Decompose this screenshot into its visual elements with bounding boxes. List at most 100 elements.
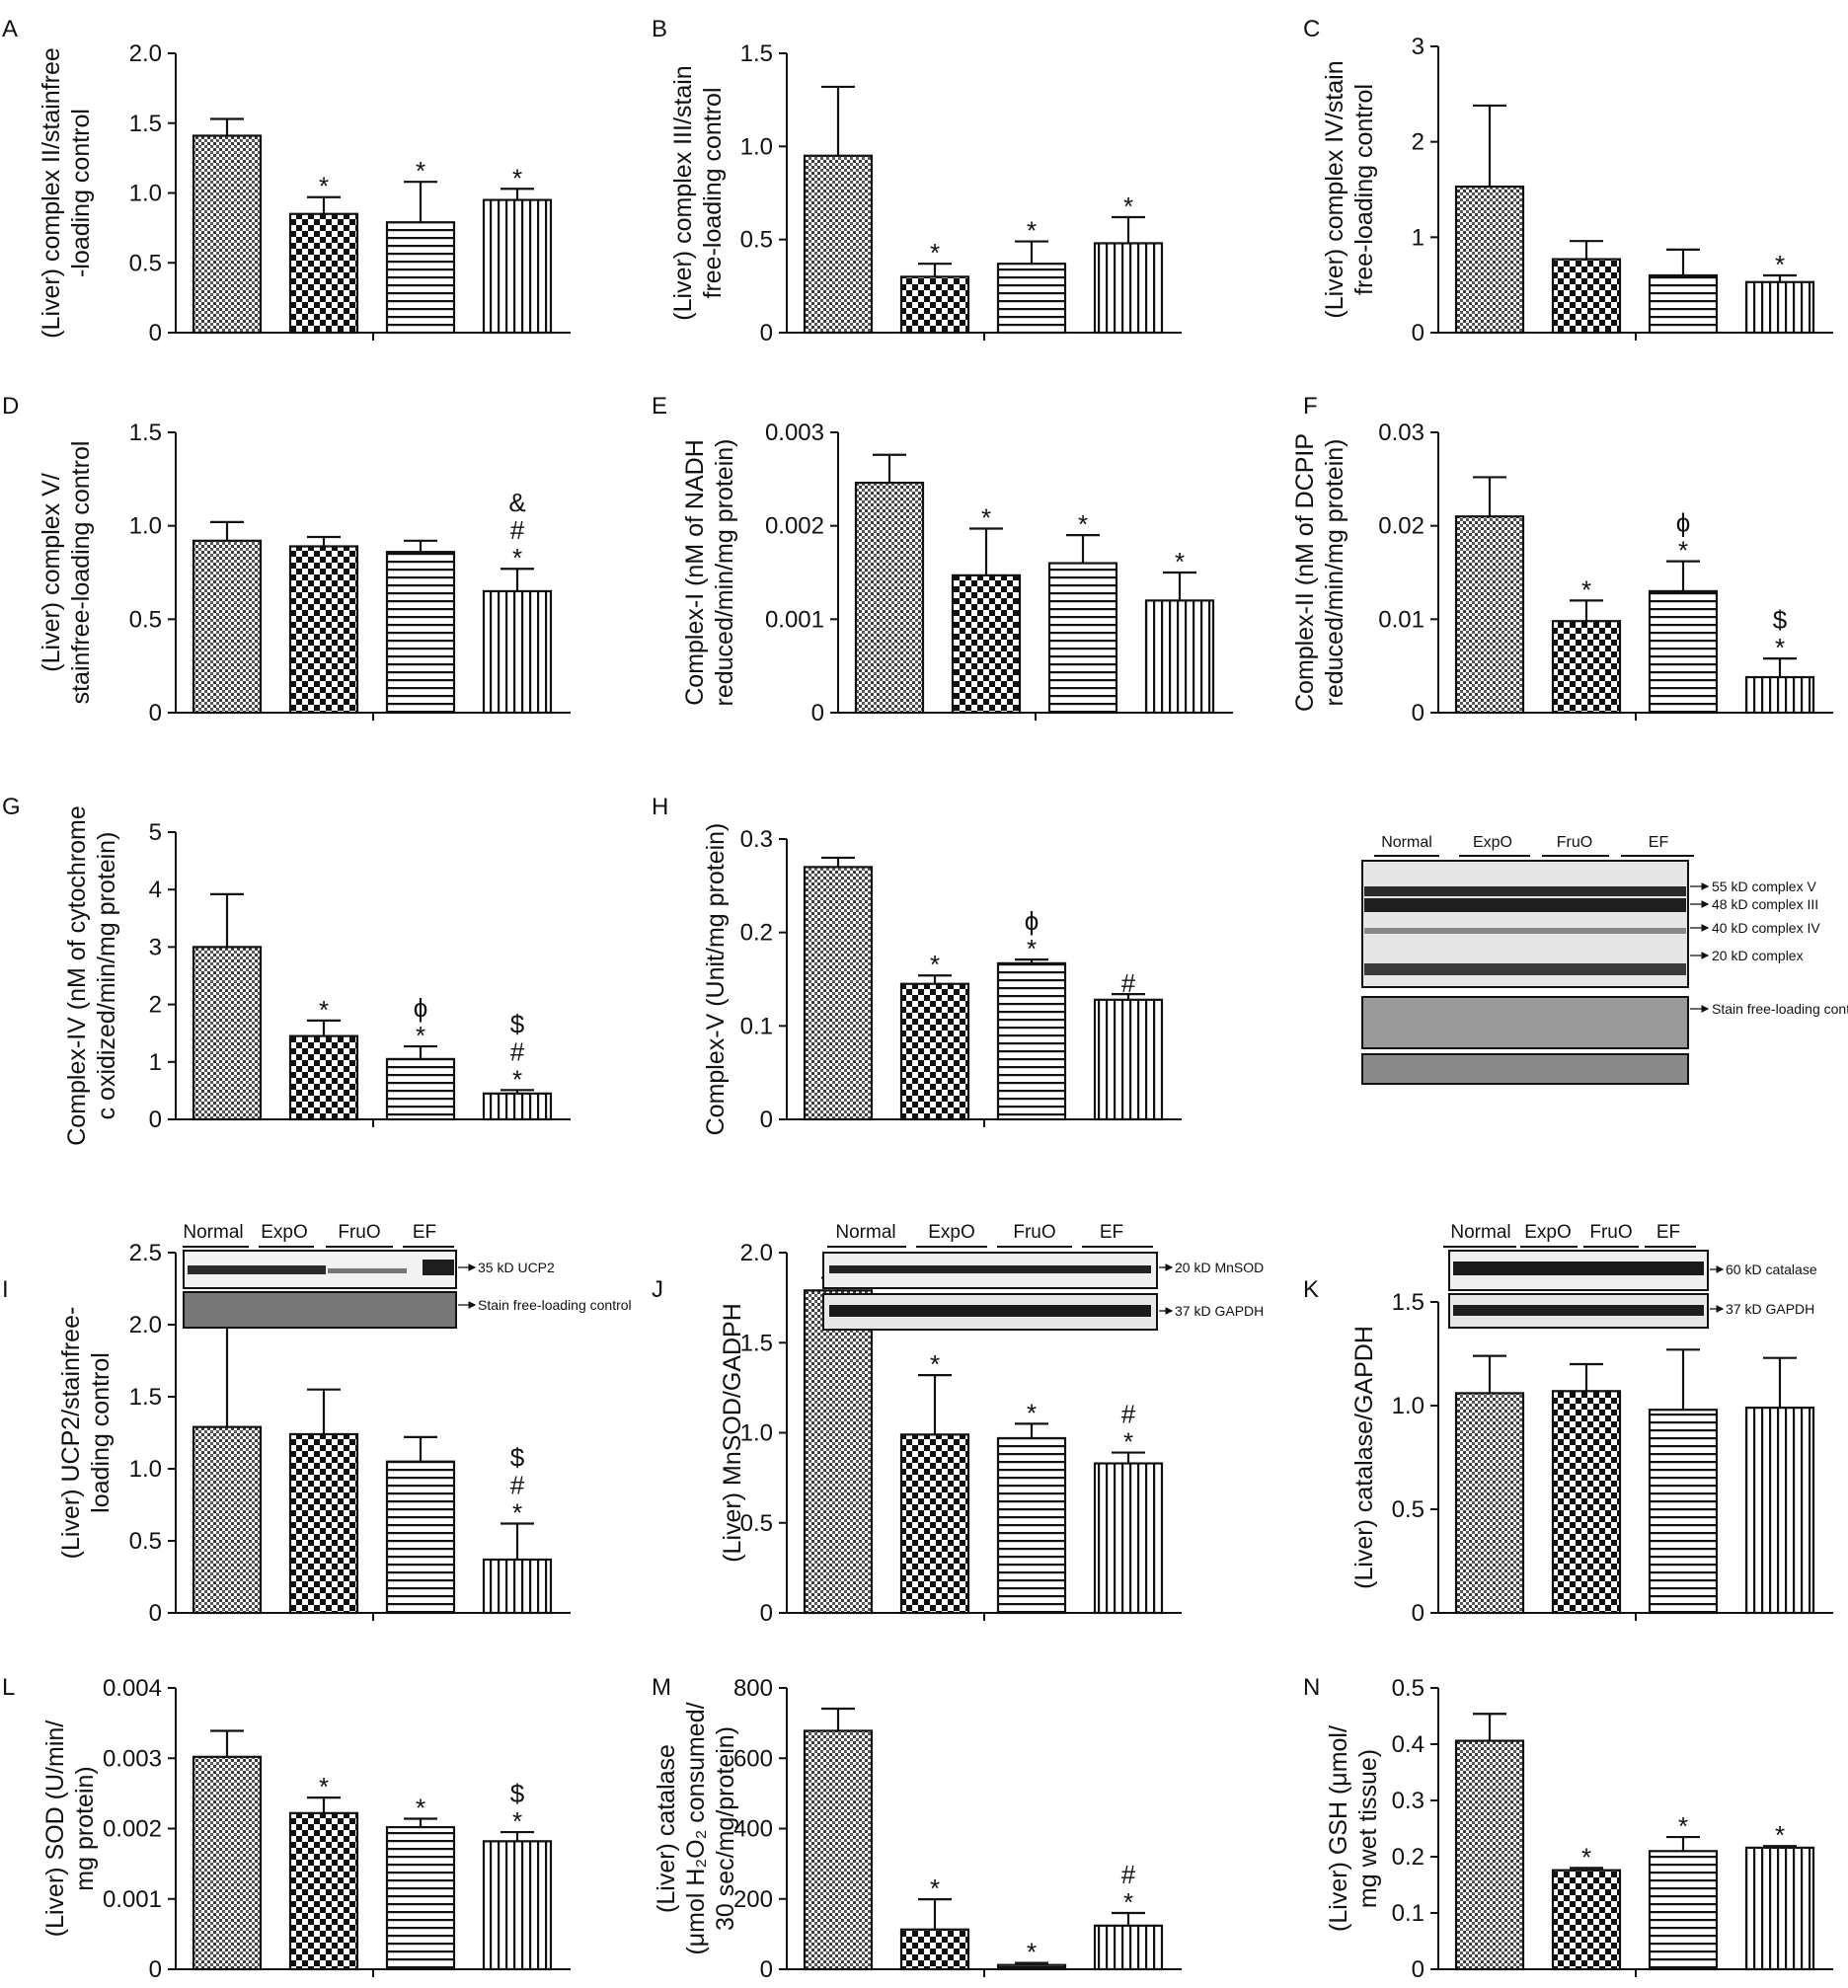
y-tick-label-0-2: 0.2 xyxy=(1392,1844,1424,1871)
blot-k-lane-normal: Normal xyxy=(1450,1222,1510,1243)
chart-panel-i: I 0 0.5 1.0 1.5 2.0 2.5 (Liver) UCP2/stainfree-… xyxy=(2,1240,571,1627)
bar-fruo xyxy=(385,1057,456,1121)
blot-i-loading-membrane xyxy=(183,1291,457,1329)
significance-mark-fruo: * xyxy=(416,156,425,186)
y-tick-label-0: 0 xyxy=(149,1956,162,1983)
bar-ef xyxy=(1744,1846,1815,1971)
y-axis-label: (Liver) complex V/stainfree-loading cont… xyxy=(38,441,95,705)
y-axis-label: (Liver) GSH (μmol/mg wet tissue) xyxy=(1325,1725,1382,1932)
y-axis-label-line: (Liver) complex II/stainfree xyxy=(38,47,65,339)
y-tick-label-0-5: 0.5 xyxy=(740,1510,773,1537)
y-tick-label-0-5: 0.5 xyxy=(129,1528,162,1555)
y-axis-label-line: 30 sec/mg/protein) xyxy=(712,1726,739,1931)
chart-panel-a: A 0 0.5 1.0 1.5 2.0 (Liver) complex II/stainfr… xyxy=(2,16,571,346)
y-tick-label-0: 0 xyxy=(149,1107,162,1133)
significance-mark-ef: * xyxy=(1175,547,1185,576)
y-tick-label-4: 4 xyxy=(149,877,162,903)
y-tick-label-0-5: 0.5 xyxy=(1392,1496,1424,1523)
bar-ef xyxy=(1093,998,1164,1121)
y-axis-label: (Liver) MnSOD/GADPH xyxy=(719,1303,746,1563)
bar-normal xyxy=(192,134,263,335)
y-tick-label-2: 2 xyxy=(1412,129,1424,156)
y-axis-label: Complex-IV (nM of cytochromec oxidized/m… xyxy=(63,805,120,1146)
y-tick-label-200: 200 xyxy=(733,1886,773,1913)
y-tick-label-0-02: 0.02 xyxy=(1378,513,1424,540)
blot-j-band-label: 20 kD MnSOD xyxy=(1175,1260,1264,1275)
western-blot-h: Normal ExpO FruO EF 55 kD complex V 48 k… xyxy=(1361,834,1848,1085)
panel-letter-l: L xyxy=(2,1674,15,1701)
panel-letter-h: H xyxy=(652,794,668,820)
y-axis-label-line: (Liver) complex V/ xyxy=(38,473,65,671)
significance-mark-fruo: ϕ xyxy=(1676,508,1691,538)
y-tick-label-0: 0 xyxy=(760,1600,773,1627)
significance-mark-ef: $ xyxy=(510,1009,525,1038)
y-tick-label-0-2: 0.2 xyxy=(740,920,773,947)
y-axis-label-line: mg wet tissue) xyxy=(1354,1749,1382,1908)
western-blot-i: Normal ExpO FruO EF 35 kD UCP2 Stain fre… xyxy=(183,1222,632,1329)
blot-k-band-label: 60 kD catalase xyxy=(1726,1262,1817,1277)
blot-i-loading-label: Stain free-loading control xyxy=(478,1297,632,1313)
bar-ef xyxy=(1093,1924,1164,1971)
panel-letter-d: D xyxy=(2,393,19,420)
y-tick-label-1-5: 1.5 xyxy=(740,40,773,67)
bar-normal xyxy=(1454,1392,1525,1615)
significance-mark-fruo: * xyxy=(1678,1811,1688,1841)
y-tick-label-1-5: 1.5 xyxy=(740,1330,773,1356)
blot-i-lane-fruo: FruO xyxy=(338,1222,380,1243)
blot-h-lane-fruo: FruO xyxy=(1557,834,1592,851)
y-tick-label-0-001: 0.001 xyxy=(103,1886,162,1913)
y-tick-label-0: 0 xyxy=(760,320,773,346)
y-tick-label-0-5: 0.5 xyxy=(1392,1675,1424,1702)
y-axis-label-line: mg protein) xyxy=(71,1766,99,1890)
y-tick-label-800: 800 xyxy=(733,1675,773,1702)
bar-fruo xyxy=(996,263,1067,335)
bar-ef xyxy=(482,1840,553,1971)
y-axis-label-line: Complex-II (nM of DCPIP xyxy=(1291,433,1319,712)
significance-mark-ef: * xyxy=(1775,1820,1785,1850)
y-tick-label-0: 0 xyxy=(811,700,824,726)
y-tick-label-600: 600 xyxy=(733,1745,773,1772)
y-tick-label-5: 5 xyxy=(149,819,162,846)
blot-i-lane-normal: Normal xyxy=(183,1222,243,1243)
y-tick-label-1-5: 1.5 xyxy=(1392,1289,1424,1316)
panel-letter-a: A xyxy=(2,16,18,42)
y-axis-label-line: (Liver) MnSOD/GADPH xyxy=(719,1303,746,1563)
y-tick-label-1-0: 1.0 xyxy=(740,1420,773,1447)
blot-h-band-complex-iv: 40 kD complex IV xyxy=(1712,920,1820,936)
y-axis-label-line: Complex-IV (nM of cytochrome xyxy=(63,805,91,1146)
bar-fruo xyxy=(1648,273,1719,335)
blot-h-band-complex-v: 55 kD complex V xyxy=(1712,879,1816,894)
bar-expo xyxy=(899,1928,970,1971)
significance-mark-expo: * xyxy=(1581,1842,1591,1872)
bar-normal xyxy=(192,1755,263,1971)
y-tick-label-0-3: 0.3 xyxy=(740,826,773,853)
y-tick-label-0-01: 0.01 xyxy=(1378,606,1424,633)
significance-mark-ef: # xyxy=(1121,1860,1136,1889)
y-tick-label-0-1: 0.1 xyxy=(740,1013,773,1039)
y-tick-label-0-002: 0.002 xyxy=(103,1816,162,1843)
bar-normal xyxy=(803,866,874,1121)
blot-k-lane-fruo: FruO xyxy=(1589,1222,1632,1243)
y-tick-label-0-03: 0.03 xyxy=(1378,420,1424,446)
significance-mark-fruo: * xyxy=(1027,1398,1037,1427)
y-tick-label-1-5: 1.5 xyxy=(129,420,162,446)
significance-mark-ef: # xyxy=(510,515,525,545)
significance-mark-fruo: * xyxy=(1027,216,1037,246)
significance-mark-ef: # xyxy=(510,1470,525,1499)
bar-normal xyxy=(1454,186,1525,335)
significance-mark-fruo: * xyxy=(1078,509,1088,539)
significance-mark-fruo: * xyxy=(416,1021,425,1050)
significance-mark-expo: * xyxy=(319,172,329,201)
y-tick-label-2: 2 xyxy=(149,992,162,1019)
y-axis-label: Complex-II (nM of DCPIPreduced/min/mg pr… xyxy=(1291,433,1348,712)
y-tick-label-1: 1 xyxy=(1412,224,1424,251)
chart-panel-j: J00.51.01.52.0(Liver) MnSOD/GADPH ***# xyxy=(652,1240,1182,1627)
significance-mark-ef: & xyxy=(508,488,525,517)
blot-i-band-label: 35 kD UCP2 xyxy=(478,1260,555,1275)
y-axis-label: Complex-I (nM of NADHreduced/min/mg prot… xyxy=(681,439,738,707)
y-axis-label-line: (Liver) complex IV/stain xyxy=(1321,60,1348,318)
bar-normal xyxy=(803,154,874,335)
panel-letter-k: K xyxy=(1303,1276,1319,1303)
